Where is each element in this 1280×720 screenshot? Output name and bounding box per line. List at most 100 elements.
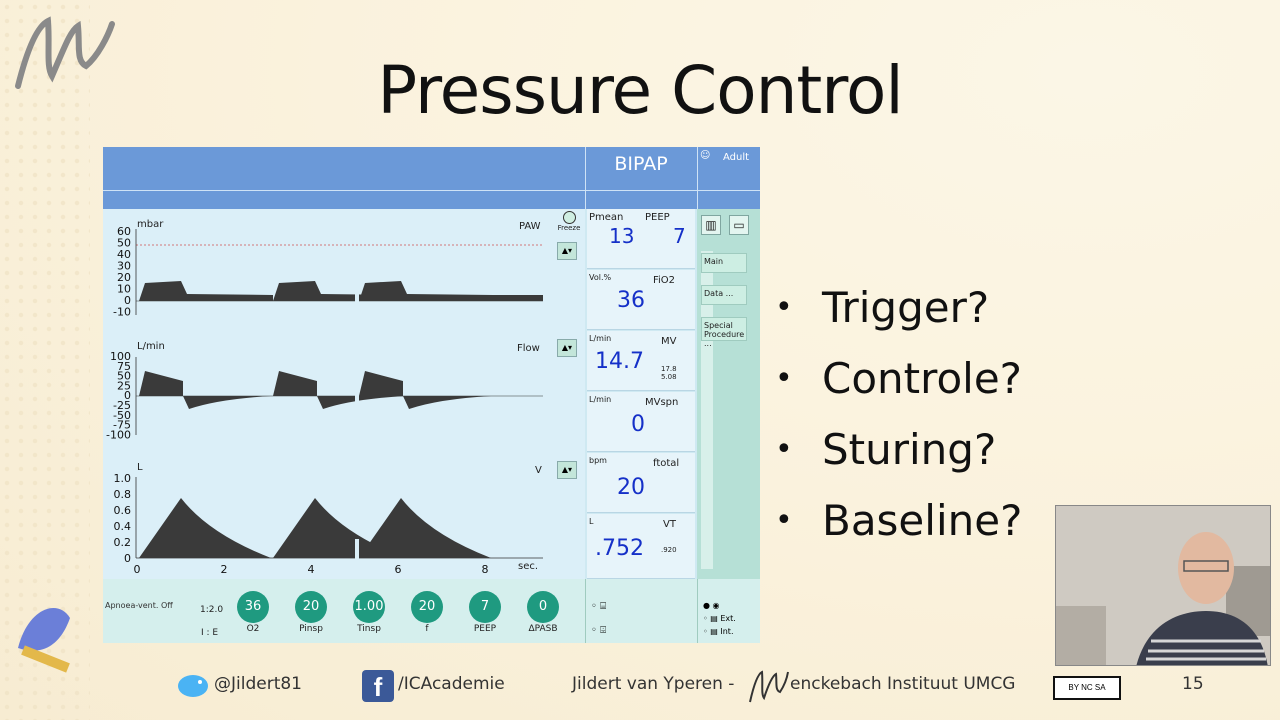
mvspn-label: MVspn [645, 397, 679, 408]
settings-bar: Apnoea-vent. Off 1:2.0 I : E 36 O2 20 Pinsp… [103, 579, 760, 643]
scale-icon: ▲▾ [561, 246, 573, 255]
volume-tick: 0.6 [114, 504, 132, 517]
main-button[interactable]: Main [701, 253, 747, 273]
eye-icon: ● ◉ [703, 601, 720, 610]
scale-icon: ▲▾ [561, 465, 573, 474]
paw-tick: 20 [117, 271, 131, 284]
pressure-box: Pmean PEEP 13 7 [587, 209, 695, 269]
freeze-button[interactable]: Freeze [556, 211, 582, 235]
background-dot-pattern [0, 0, 90, 720]
flow-tick: -25 [113, 399, 131, 412]
flow-tick: 75 [117, 360, 131, 373]
suction-icon[interactable]: ◦ ⌹ [591, 625, 607, 636]
paw-tick: 50 [117, 237, 131, 250]
slide-title: Pressure Control [377, 52, 903, 129]
knob-label: ΔPASB [528, 624, 558, 634]
flow-tick: 50 [117, 370, 131, 383]
ventilator-screen: BIPAP ☺ Adult 60 50 40 30 20 10 0 -10 100 75 50 25 0… [103, 147, 760, 643]
mvspn-value: 0 [631, 412, 645, 437]
knob-tinsp[interactable]: 1.00 [353, 591, 385, 623]
side-menu: ▥ ▭ Main Data ... Special Procedure ... [697, 209, 760, 579]
paw-unit: mbar [137, 219, 164, 230]
volume-unit: L [137, 462, 143, 473]
fio2-label: FiO2 [653, 275, 676, 286]
twitter-handle[interactable]: @Jildert81 [214, 674, 302, 694]
knob-o2[interactable]: 36 [237, 591, 269, 623]
paw-scale-button[interactable]: ▲▾ [557, 242, 577, 260]
mv-unit: L/min [589, 334, 612, 343]
paw-tick: 0 [124, 294, 131, 307]
flow-tick: 100 [110, 350, 131, 363]
ext-label: Ext. [720, 614, 736, 623]
vt-unit: L [589, 517, 594, 526]
facebook-icon: f [362, 670, 394, 702]
flow-tick: 25 [117, 379, 131, 392]
volume-tick: 0 [124, 552, 131, 565]
frog-logo [18, 608, 70, 673]
pmean-value: 13 [609, 224, 635, 248]
flow-tick: 0 [124, 389, 131, 402]
vt-label: VT [663, 519, 676, 530]
measurement-panel: Pmean PEEP 13 7 Vol.% FiO2 36 L/min MV 1… [585, 209, 697, 579]
knob-label: O2 [246, 624, 260, 634]
knob-f[interactable]: 20 [411, 591, 443, 623]
vt-high-alarm: .920 [661, 546, 677, 554]
bullet-item: • Controle? [775, 354, 1022, 403]
creative-commons-badge: BY NC SA [1053, 676, 1121, 700]
paw-tick: 40 [117, 248, 131, 261]
ventilation-mode: BIPAP [614, 153, 668, 175]
flow-label: Flow [517, 343, 540, 354]
bullet-list: • Trigger? • Controle? • Sturing? • Baseline… [775, 272, 1022, 556]
mvspn-box: L/min MVspn 0 [587, 392, 695, 452]
volume-tick: 0.8 [114, 488, 132, 501]
fio2-value: 36 [617, 288, 645, 313]
knob-label: f [425, 624, 429, 634]
wenckebach-logo-small [749, 670, 789, 703]
fio2-box: Vol.% FiO2 36 [587, 270, 695, 330]
scale-icon: ▲▾ [561, 343, 573, 352]
mv-box: L/min MV 14.7 17.8 5.08 [587, 331, 695, 391]
knob-label: PEEP [473, 624, 497, 634]
volume-label: V [535, 465, 542, 476]
volume-scale-button[interactable]: ▲▾ [557, 461, 577, 479]
volume-waveform [139, 498, 491, 558]
time-tick: 2 [221, 563, 228, 576]
flow-tick: -50 [113, 409, 131, 422]
facebook-handle[interactable]: /ICAcademie [398, 674, 505, 694]
peep-value: 7 [673, 224, 686, 248]
flow-unit: L/min [137, 341, 165, 352]
f-value: 20 [617, 475, 645, 500]
data-button[interactable]: Data ... [701, 285, 747, 305]
knob-pinsp[interactable]: 20 [295, 591, 327, 623]
time-tick: 8 [482, 563, 489, 576]
int-label: Int. [720, 627, 734, 636]
flow-scale-button[interactable]: ▲▾ [557, 339, 577, 357]
special-procedure-button[interactable]: Special Procedure ... [701, 317, 747, 348]
nebulizer-icon[interactable]: ◦ ⌸ [591, 601, 607, 612]
bullet-item: • Baseline? [775, 496, 1023, 545]
knob-δpasb[interactable]: 0 [527, 591, 559, 623]
volume-tick: 0.2 [114, 536, 132, 549]
settings-icon[interactable]: ▥ [701, 215, 721, 235]
person-icon: ☺ [700, 150, 711, 161]
pmean-label: Pmean [589, 212, 624, 223]
ventilator-header: BIPAP ☺ Adult [103, 147, 760, 209]
apnoea-setting[interactable]: Apnoea-vent. Off [105, 601, 173, 610]
bullet-item: • Sturing? [775, 425, 997, 474]
patient-type[interactable]: Adult [723, 152, 750, 163]
knob-label: Tinsp [357, 624, 381, 634]
mvspn-unit: L/min [589, 395, 612, 404]
mv-high-alarm: 17.8 [661, 365, 677, 373]
f-label: ftotal [653, 458, 680, 469]
knob-peep[interactable]: 7 [469, 591, 501, 623]
ie-label: I : E [201, 628, 219, 638]
paw-tick: 60 [117, 225, 131, 238]
volume-tick: 1.0 [114, 472, 132, 485]
author-name: Jildert van Yperen - [572, 674, 735, 694]
ie-value: 1:2.0 [200, 605, 224, 615]
f-unit: bpm [589, 456, 607, 465]
mv-label: MV [661, 336, 677, 347]
wenckebach-logo [15, 16, 115, 89]
screen-icon[interactable]: ▭ [729, 215, 749, 235]
volume-tick: 0.4 [114, 520, 132, 533]
